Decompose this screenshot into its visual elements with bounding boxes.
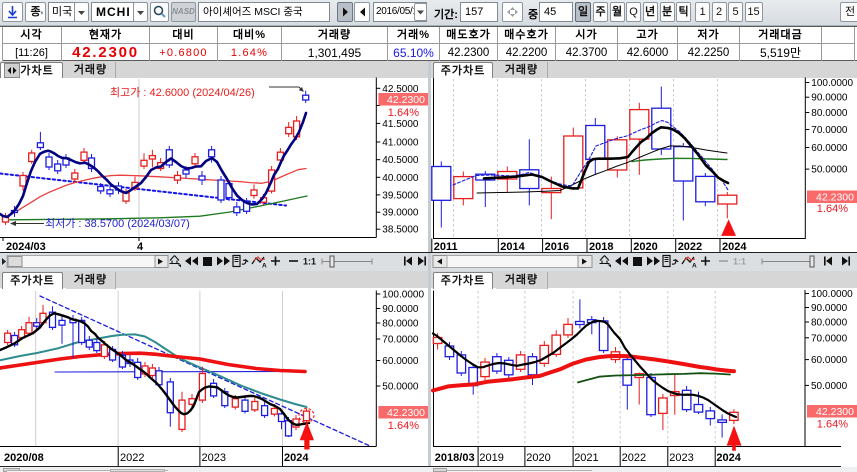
svg-text:80.0000: 80.0000 <box>811 108 848 119</box>
svg-text:100.0000: 100.0000 <box>382 290 424 301</box>
svg-text:80.0000: 80.0000 <box>382 319 419 330</box>
svg-text:80.0000: 80.0000 <box>811 318 848 329</box>
svg-text:2020: 2020 <box>526 452 550 464</box>
svg-text:42.2300: 42.2300 <box>387 407 425 419</box>
svg-text:100.0000: 100.0000 <box>811 78 853 89</box>
svg-text:최저가 : 38.5700 (2024/03/07): 최저가 : 38.5700 (2024/03/07) <box>45 217 190 230</box>
svg-text:2021: 2021 <box>574 452 598 464</box>
svg-text:39.0000: 39.0000 <box>382 208 419 219</box>
svg-text:2020/08: 2020/08 <box>4 452 44 464</box>
svg-text:1:1: 1:1 <box>303 257 316 267</box>
svg-text:2011: 2011 <box>434 241 458 253</box>
svg-text:2024: 2024 <box>716 452 741 464</box>
svg-text:2023: 2023 <box>669 452 693 464</box>
svg-text:40.0000: 40.0000 <box>382 173 419 184</box>
svg-text:38.5000: 38.5000 <box>382 225 419 236</box>
svg-text:90.0000: 90.0000 <box>382 304 419 315</box>
svg-text:최고가 : 42.6000 (2024/04/26): 최고가 : 42.6000 (2024/04/26) <box>110 86 255 99</box>
svg-text:70.0000: 70.0000 <box>382 335 419 346</box>
svg-text:100.0000: 100.0000 <box>811 289 853 300</box>
svg-text:50.0000: 50.0000 <box>382 382 419 393</box>
svg-text:2022: 2022 <box>120 452 144 464</box>
svg-text:A: A <box>692 263 697 270</box>
svg-text:41.0000: 41.0000 <box>382 138 419 149</box>
svg-text:2018: 2018 <box>589 241 613 253</box>
svg-text:2024: 2024 <box>284 452 309 464</box>
svg-text:42.2300: 42.2300 <box>816 192 854 204</box>
svg-text:2024: 2024 <box>722 241 747 253</box>
svg-text:90.0000: 90.0000 <box>811 93 848 104</box>
svg-text:2016: 2016 <box>545 241 569 253</box>
svg-text:4: 4 <box>137 241 144 253</box>
svg-text:2018/03: 2018/03 <box>435 452 475 464</box>
svg-text:2023: 2023 <box>202 452 226 464</box>
svg-text:1.64%: 1.64% <box>817 419 848 431</box>
svg-text:2020: 2020 <box>633 241 657 253</box>
svg-text:90.0000: 90.0000 <box>811 303 848 314</box>
svg-text:50.0000: 50.0000 <box>811 381 848 392</box>
svg-text:42.2300: 42.2300 <box>387 94 425 106</box>
svg-text:1.64%: 1.64% <box>388 420 419 432</box>
svg-text:40.5000: 40.5000 <box>382 155 419 166</box>
svg-text:60.0000: 60.0000 <box>811 355 848 366</box>
svg-text:2014: 2014 <box>500 241 525 253</box>
svg-text:1.64%: 1.64% <box>817 203 848 215</box>
svg-text:2024/03: 2024/03 <box>6 241 46 253</box>
svg-text:50.0000: 50.0000 <box>811 165 848 176</box>
svg-text:60.0000: 60.0000 <box>382 356 419 367</box>
svg-text:70.0000: 70.0000 <box>811 333 848 344</box>
svg-text:39.5000: 39.5000 <box>382 190 419 201</box>
svg-text:A: A <box>262 263 267 270</box>
svg-text:41.5000: 41.5000 <box>382 119 419 130</box>
svg-text:2022: 2022 <box>678 241 702 253</box>
svg-text:2019: 2019 <box>479 452 503 464</box>
svg-text:1.64%: 1.64% <box>388 107 419 119</box>
svg-text:1:1: 1:1 <box>733 257 746 267</box>
svg-text:42.2300: 42.2300 <box>816 406 854 418</box>
svg-text:42.5000: 42.5000 <box>382 84 419 95</box>
svg-text:70.0000: 70.0000 <box>811 125 848 136</box>
svg-text:60.0000: 60.0000 <box>811 143 848 154</box>
svg-text:2022: 2022 <box>622 452 646 464</box>
